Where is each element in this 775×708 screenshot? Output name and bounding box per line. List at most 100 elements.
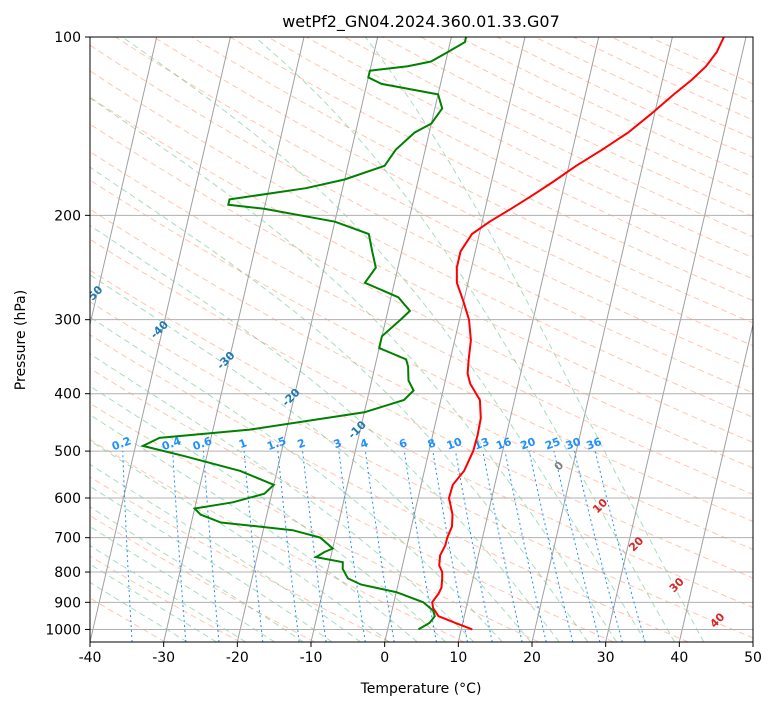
mixing-ratio-line: [403, 451, 437, 642]
isotherm-label: -60: [19, 237, 42, 260]
moist-adiabat: [90, 581, 188, 642]
y-tick-label: 800: [54, 565, 81, 581]
x-tick-label: 0: [380, 650, 389, 666]
moist-adiabat: [90, 563, 217, 642]
x-tick-label: 20: [523, 650, 541, 666]
isotherm-line: [605, 37, 747, 642]
y-tick-label: 300: [54, 313, 81, 329]
dry-adiabat: [90, 151, 753, 496]
moist-adiabat: [364, 37, 705, 642]
dry-adiabat: [90, 208, 753, 550]
x-tick-label: 40: [670, 650, 688, 666]
dry-adiabat: [90, 367, 614, 642]
moist-adiabat: [90, 385, 446, 642]
y-tick-label: 900: [54, 595, 81, 611]
plot-frame: [89, 36, 754, 643]
isotherm-label: -50: [82, 283, 105, 306]
moist-adiabat: [254, 37, 676, 642]
moist-adiabat: [90, 353, 475, 642]
mixing-ratio-label: 20: [519, 435, 538, 453]
dry-adiabat: [90, 402, 540, 642]
dry-adiabat: [458, 37, 753, 178]
mixing-ratio-label: 0.6: [191, 434, 214, 453]
mixing-ratio-line: [573, 450, 623, 642]
dry-adiabat: [90, 44, 753, 394]
mixing-ratio-label: 6: [397, 436, 409, 451]
dewpoint-profile: [139, 37, 468, 631]
mixing-ratio-line: [482, 451, 523, 642]
isotherm-line: [384, 37, 526, 642]
x-tick-label: 10: [449, 650, 467, 666]
x-tick-label: -30: [152, 650, 175, 666]
x-tick-label: -40: [79, 650, 102, 666]
y-tick-label: 100: [54, 30, 81, 46]
dry-adiabat: [90, 179, 753, 523]
y-tick-label: 1000: [45, 622, 81, 638]
dry-adiabat: [90, 70, 753, 418]
mixing-ratio-label: 25: [543, 435, 562, 452]
temperature-profile: [431, 37, 725, 631]
mixing-ratio-label: 3: [332, 436, 344, 451]
dry-adiabat: [90, 96, 753, 443]
mixing-ratio-line: [338, 451, 366, 642]
mixing-ratio-label: 8: [426, 436, 438, 451]
mixing-ratio-label: 4: [358, 436, 370, 451]
dry-adiabat: [90, 123, 753, 469]
dry-adiabat: [90, 438, 465, 642]
y-tick-label: 600: [54, 491, 81, 507]
dry-adiabat: [90, 597, 166, 642]
dry-adiabat: [573, 37, 753, 121]
mixing-ratio-line: [203, 451, 220, 642]
dry-adiabat: [305, 37, 753, 259]
mixing-ratio-label: 0.2: [110, 434, 133, 453]
moist-adiabat: [90, 440, 390, 642]
mixing-ratio-label: 10: [445, 435, 464, 453]
mixing-ratio-label: 0.4: [160, 434, 183, 453]
x-tick-label: -20: [226, 650, 249, 666]
y-tick-label: 500: [54, 444, 81, 460]
y-tick-label: 400: [54, 387, 81, 403]
moist-adiabat: [90, 316, 503, 642]
dry-adiabat: [153, 37, 753, 347]
dry-adiabat: [191, 37, 753, 324]
mixing-ratio-line: [302, 451, 327, 642]
moist-adiabat-label: 40: [707, 610, 727, 630]
dry-adiabat: [90, 238, 753, 579]
dry-adiabat: [420, 37, 753, 197]
moist-adiabat: [90, 414, 418, 642]
isotherm-line: [236, 37, 379, 642]
isotherm-line: [0, 37, 9, 642]
dry-adiabat: [90, 269, 753, 609]
isotherm-label: -40: [148, 318, 171, 341]
x-tick-label: 30: [597, 650, 615, 666]
mixing-ratio-line: [594, 450, 646, 642]
mixing-ratio-line: [172, 451, 187, 642]
x-tick-label: -10: [300, 650, 323, 666]
isotherm-line: [90, 37, 231, 642]
moist-adiabat-label: 20: [626, 534, 646, 554]
mixing-ratio-label: 30: [564, 435, 583, 453]
isotherm-label: -30: [214, 349, 237, 372]
mixing-ratio-line: [432, 451, 468, 642]
dry-adiabat: [534, 37, 753, 140]
dry-adiabat: [90, 476, 390, 642]
mixing-ratio-label: 1.5: [265, 434, 288, 453]
isotherm-line: [531, 37, 673, 642]
mixing-ratio-label: 1: [237, 436, 249, 451]
chart-title: wetPf2_GN04.2024.360.01.33.G07: [282, 12, 560, 32]
y-axis-title: Pressure (hPa): [13, 290, 29, 390]
moist-adiabat: [90, 166, 589, 642]
moist-adiabat-label: 0: [552, 458, 567, 473]
moist-adiabat: [122, 37, 647, 642]
mixing-ratio-label: 2: [296, 436, 308, 451]
mixing-ratio-line: [553, 450, 601, 642]
mixing-ratio-line: [455, 451, 493, 642]
isotherm-line: [163, 37, 305, 642]
x-tick-label: 50: [744, 650, 762, 666]
moist-adiabat: [90, 485, 333, 642]
dry-adiabat: [90, 334, 689, 642]
moist-adiabat: [90, 274, 532, 642]
mixing-ratio-line: [504, 451, 547, 642]
moist-adiabat: [90, 97, 618, 642]
